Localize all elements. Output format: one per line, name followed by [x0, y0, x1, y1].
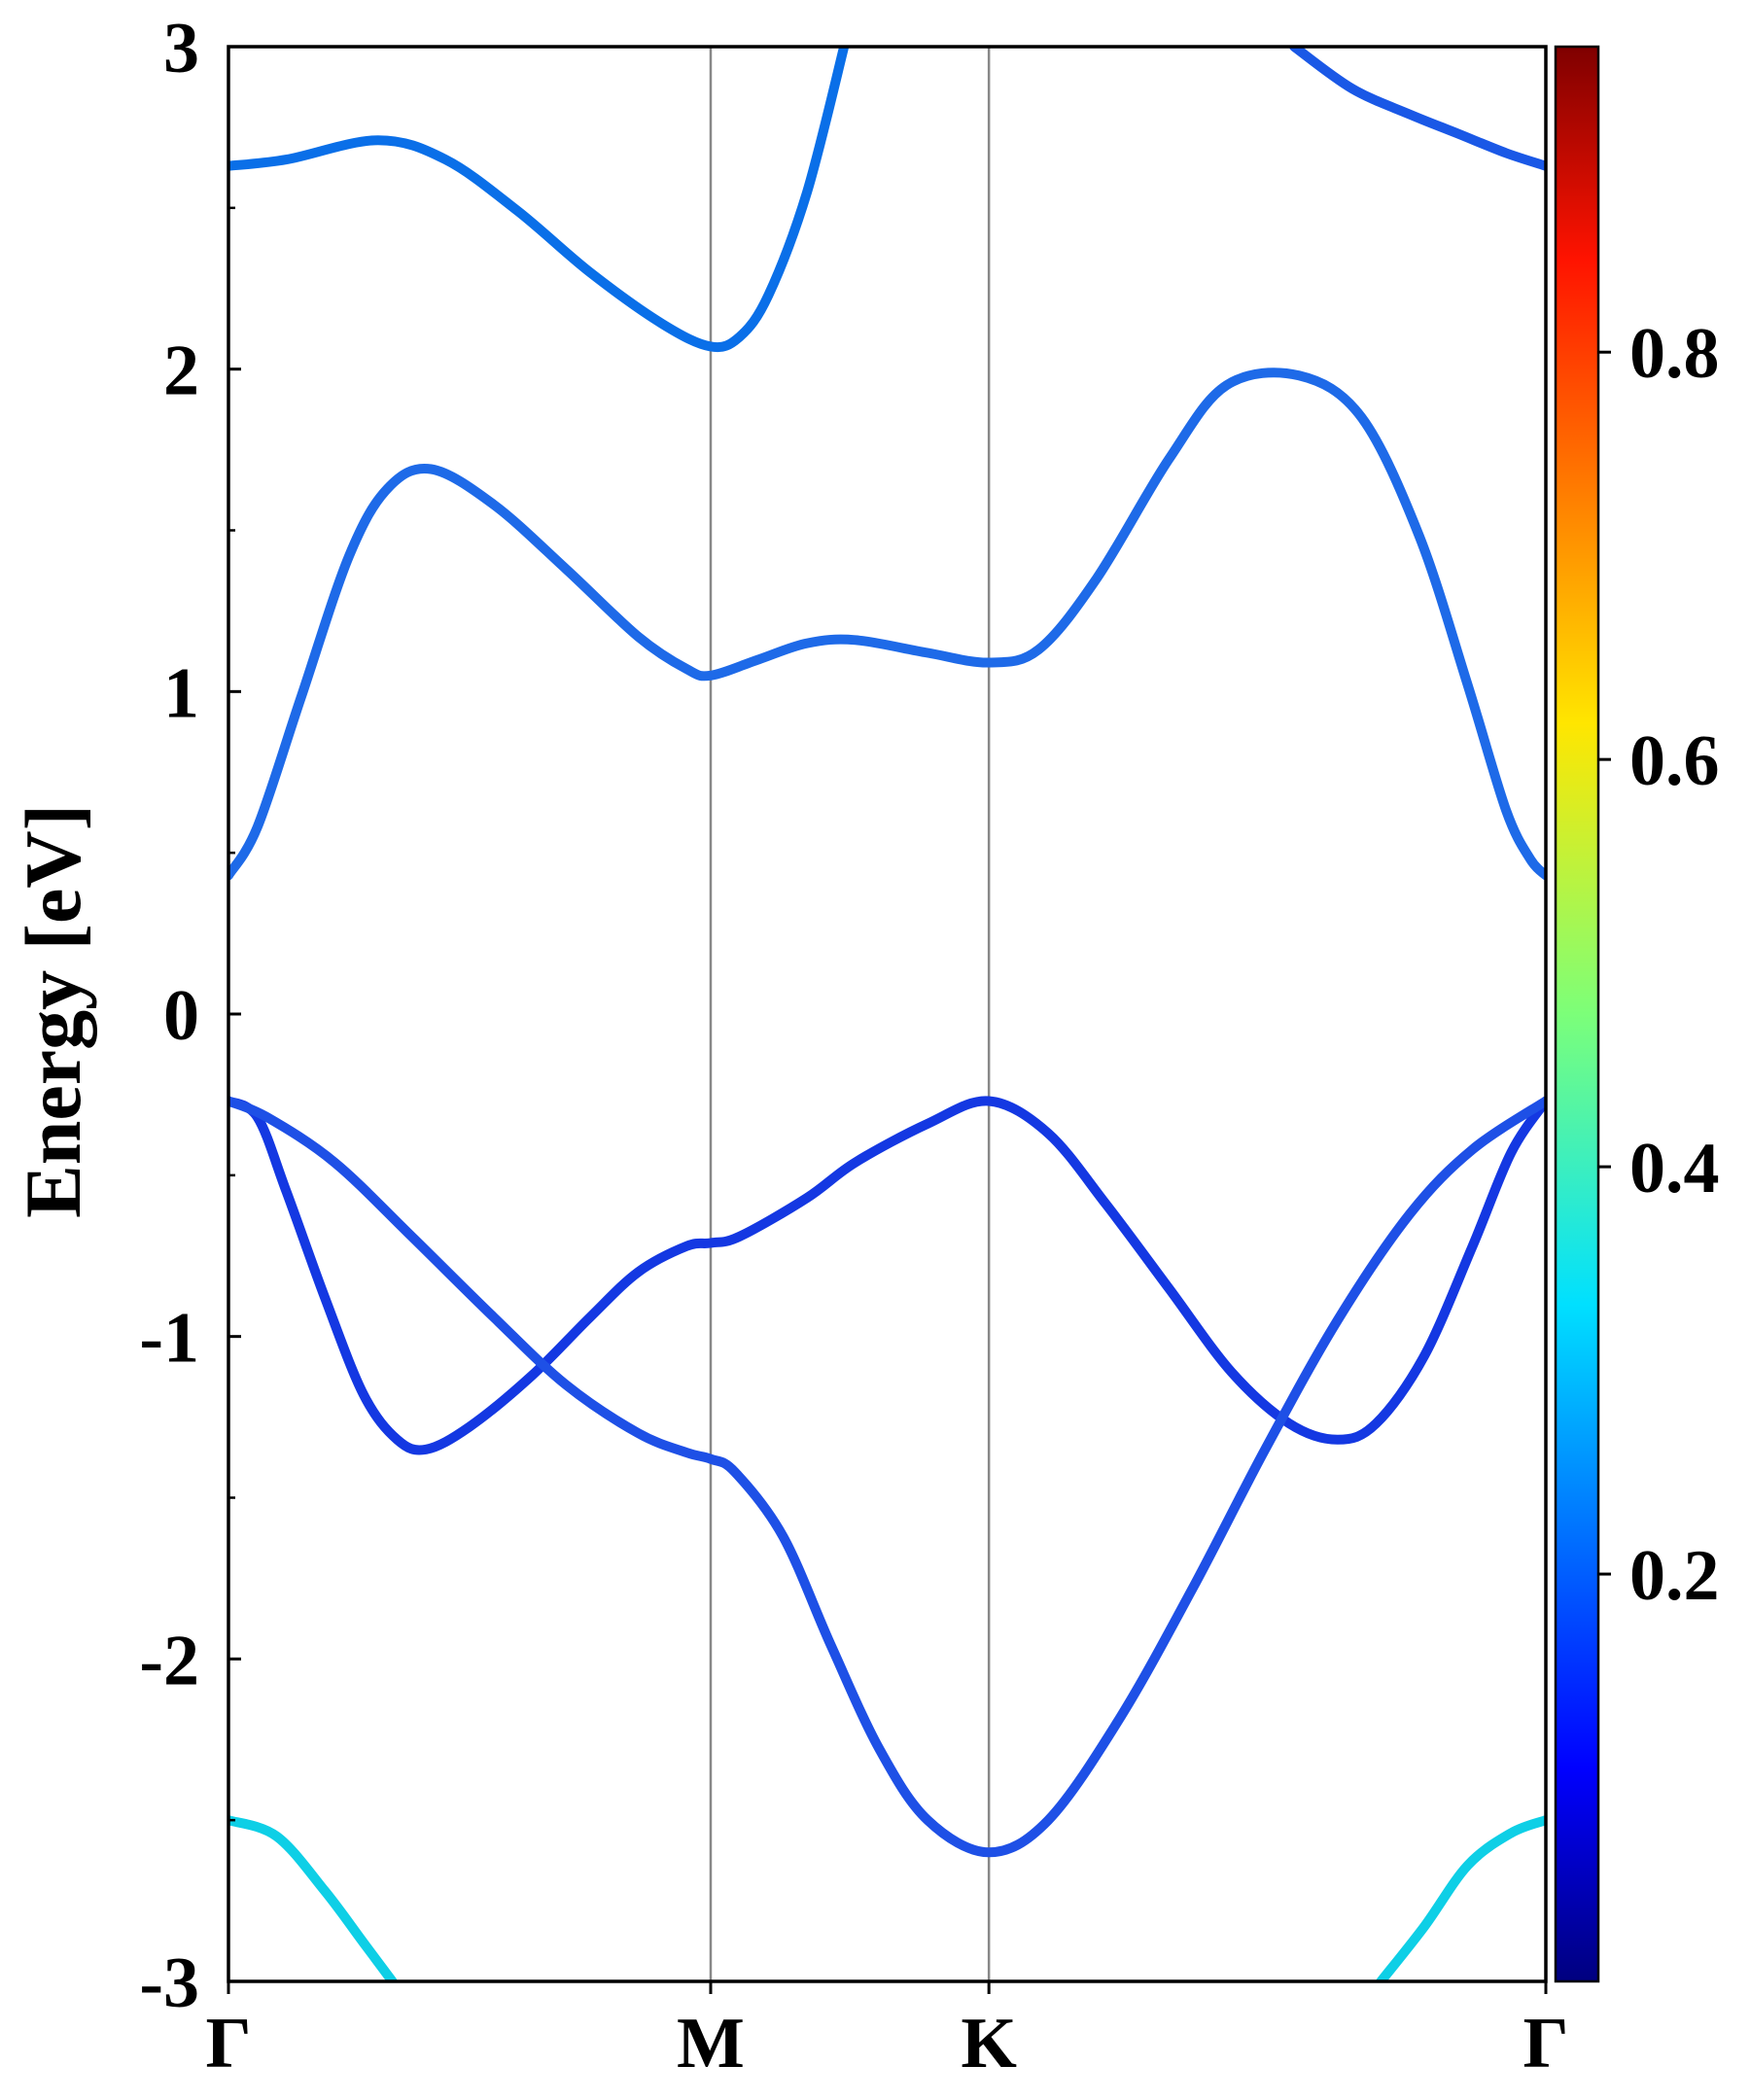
y-tick-label: 0	[163, 976, 199, 1056]
x-tick-label: K	[961, 2004, 1017, 2083]
colorbar-tick-label: 0.2	[1629, 1536, 1720, 1616]
y-tick-label: 3	[163, 9, 199, 88]
high-symmetry-lines	[709, 47, 991, 1981]
y-axis-label: Energy [eV]	[9, 804, 97, 1218]
band-curve-2	[1289, 47, 1546, 171]
band-curve-3	[228, 368, 1546, 881]
band-curve-6	[228, 1815, 398, 1981]
colorbar-tick-label: 0.6	[1629, 721, 1720, 801]
colorbar-tick-label: 0.4	[1629, 1129, 1720, 1208]
x-tick-label: Γ	[205, 2004, 251, 2083]
band-curves	[228, 47, 1546, 1981]
colorbar-tick-label: 0.8	[1629, 314, 1720, 394]
colorbar: 0.2 0.4 0.6 0.8	[1554, 45, 1720, 1983]
band-curve-5	[228, 1096, 1546, 1858]
y-tick-label: -1	[139, 1299, 199, 1379]
band-curve-7	[1376, 1815, 1546, 1981]
y-tick-label: -3	[139, 1943, 199, 2023]
y-tick-label: 2	[163, 332, 199, 411]
x-tick-label: M	[677, 2004, 745, 2083]
plot-background	[228, 47, 1546, 1981]
plot-area	[228, 47, 1546, 1981]
band-curve-1	[228, 47, 850, 353]
y-axis: -3 -2 -1 0 1 2 3	[139, 9, 241, 2023]
colorbar-gradient	[1554, 45, 1600, 1983]
y-tick-label: -2	[139, 1621, 199, 1700]
y-tick-label: 1	[163, 653, 199, 733]
band-curve-4	[228, 1096, 1546, 1455]
x-tick-label: Γ	[1522, 2004, 1568, 2083]
